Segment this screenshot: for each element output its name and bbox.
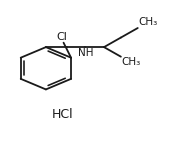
Text: NH: NH [78, 48, 93, 58]
Text: HCl: HCl [52, 108, 74, 121]
Text: Cl: Cl [56, 32, 67, 42]
Text: CH₃: CH₃ [139, 17, 158, 27]
Text: CH₃: CH₃ [122, 57, 141, 67]
